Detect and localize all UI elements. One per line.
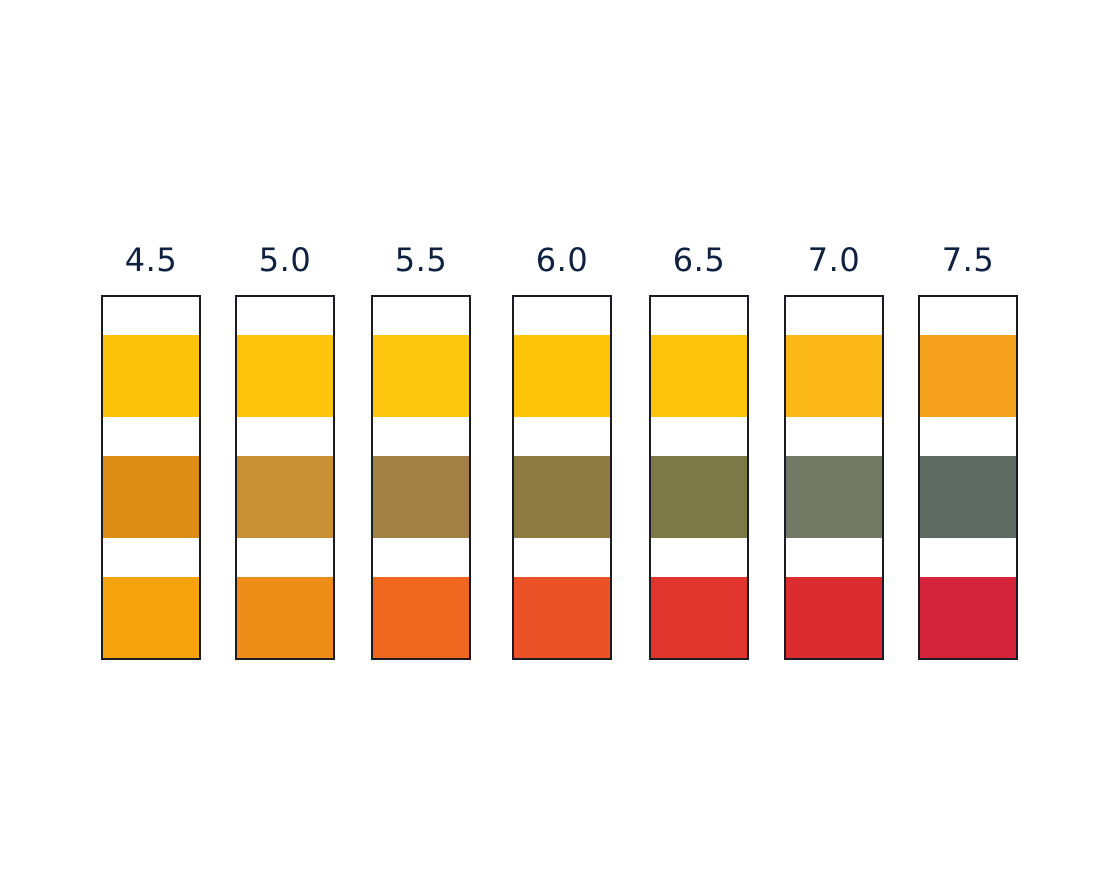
- test-strip: [235, 295, 335, 660]
- strip-pad-bottom: [651, 577, 747, 658]
- strip-pad-middle: [920, 456, 1016, 538]
- strip-pad-middle: [373, 456, 469, 538]
- test-strip: [371, 295, 471, 660]
- ph-value-label: 4.5: [124, 241, 178, 279]
- test-strip: [101, 295, 201, 660]
- strip-pad-middle: [514, 456, 610, 538]
- ph-value-label: 5.0: [258, 241, 312, 279]
- strip-pad-top: [786, 335, 882, 417]
- strip-pad-bottom: [514, 577, 610, 658]
- strip-pad-top: [373, 335, 469, 417]
- strip-pad-bottom: [373, 577, 469, 658]
- ph-value-label: 7.5: [941, 241, 995, 279]
- strip-pad-top: [651, 335, 747, 417]
- test-strip: [512, 295, 612, 660]
- strip-pad-top: [920, 335, 1016, 417]
- test-strip: [918, 295, 1018, 660]
- strip-pad-top: [514, 335, 610, 417]
- strip-pad-top: [103, 335, 199, 417]
- strip-pad-middle: [651, 456, 747, 538]
- strip-pad-bottom: [786, 577, 882, 658]
- test-strip: [784, 295, 884, 660]
- strip-pad-bottom: [103, 577, 199, 658]
- strip-pad-middle: [103, 456, 199, 538]
- ph-value-label: 5.5: [394, 241, 448, 279]
- ph-value-label: 7.0: [807, 241, 861, 279]
- strip-pad-bottom: [920, 577, 1016, 658]
- strip-pad-middle: [237, 456, 333, 538]
- strip-pad-top: [237, 335, 333, 417]
- ph-value-label: 6.5: [672, 241, 726, 279]
- strip-pad-bottom: [237, 577, 333, 658]
- test-strip: [649, 295, 749, 660]
- ph-value-label: 6.0: [535, 241, 589, 279]
- strip-pad-middle: [786, 456, 882, 538]
